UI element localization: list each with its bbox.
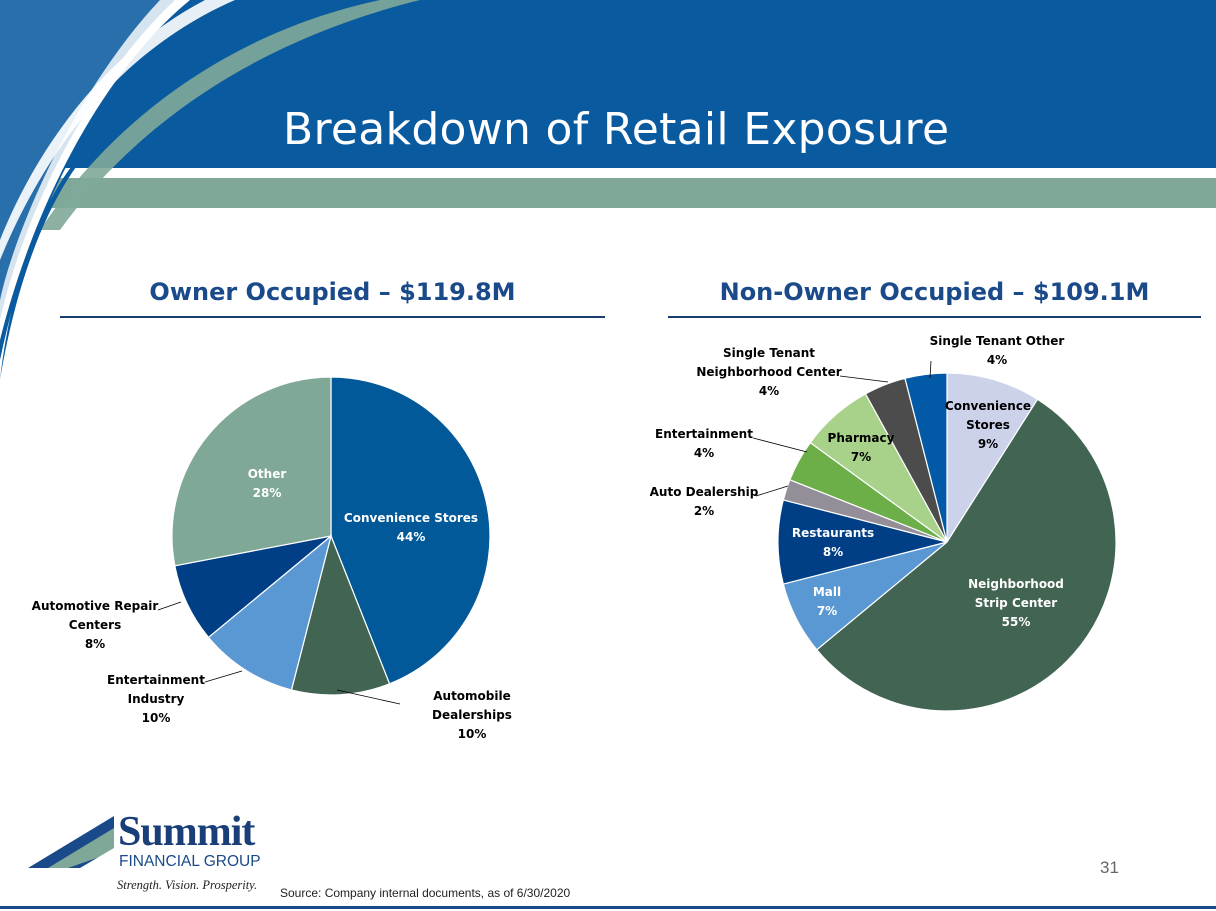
- pie-slice-neighborhood-strip-center: [815, 398, 1117, 712]
- slice-label-single-tenant-neighborhood-center: Single Tenant Neighborhood Center 4%: [696, 346, 841, 398]
- slice-label-entertainment-industry: Entertainment Industry 10%: [107, 673, 205, 725]
- owner-occupied-pie: Convenience Stores 44% Automobile Dealershi…: [32, 376, 512, 741]
- pie-slice-other: [171, 376, 332, 567]
- slice-label-automobile-dealerships: Automobile Dealerships 10%: [432, 689, 512, 741]
- source-note: Source: Company internal documents, as o…: [280, 886, 571, 900]
- slice-label-entertainment: Entertainment 4%: [655, 427, 753, 460]
- leader-line-automobile-dealerships: [336, 689, 401, 705]
- leader-line-entertainment: [752, 437, 808, 453]
- slice-label-auto-dealership: Auto Dealership 2%: [650, 485, 759, 518]
- slice-label-mall: Mall 7%: [813, 585, 841, 618]
- leader-line-auto-dealership: [755, 485, 789, 497]
- slide-title: Breakdown of Retail Exposure: [283, 104, 950, 155]
- slice-label-restaurants: Restaurants 8%: [792, 526, 874, 559]
- owner-chart-title: Owner Occupied – $119.8M: [149, 278, 516, 306]
- slice-label-convenience-stores: Convenience Stores 9%: [945, 399, 1031, 451]
- pie-slice-single-tenant-other: [904, 372, 948, 543]
- pie-slice-convenience-stores: [946, 372, 1039, 545]
- slice-label-convenience-stores: Convenience Stores 44%: [344, 511, 478, 544]
- pie-slice-automobile-dealerships: [290, 534, 391, 696]
- slice-label-single-tenant-other: Single Tenant Other 4%: [930, 334, 1065, 367]
- logo-subtitle: FINANCIAL GROUP: [119, 853, 261, 870]
- nonowner-chart-title: Non-Owner Occupied – $109.1M: [719, 278, 1150, 306]
- logo-tagline: Strength. Vision. Prosperity.: [117, 878, 258, 892]
- leader-line-single-tenant-other: [929, 360, 932, 379]
- header-band: [0, 0, 1216, 380]
- pie-slice-convenience-stores: [330, 376, 491, 685]
- bottom-rule: [0, 906, 1216, 909]
- non-owner-occupied-pie: Convenience Stores 9% Neighborhood Strip Cen…: [650, 334, 1117, 712]
- slice-label-pharmacy: Pharmacy 7%: [828, 431, 895, 464]
- summit-logo-icon: [28, 816, 114, 868]
- leader-line-automotive-repair-centers: [157, 601, 182, 611]
- pie-slice-entertainment-industry: [207, 534, 333, 691]
- page-number: 31: [1100, 858, 1119, 877]
- owner-title-rule: [60, 316, 605, 318]
- logo-name: Summit: [118, 809, 255, 855]
- nonowner-title-rule: [668, 316, 1201, 318]
- leader-line-entertainment-industry: [204, 670, 243, 683]
- leader-line-single-tenant-neighborhood-center: [839, 375, 889, 383]
- slice-label-automotive-repair-centers: Automotive Repair Centers 8%: [32, 599, 159, 651]
- slice-label-neighborhood-strip-center: Neighborhood Strip Center 55%: [968, 577, 1064, 629]
- slice-label-other: Other 28%: [248, 467, 287, 500]
